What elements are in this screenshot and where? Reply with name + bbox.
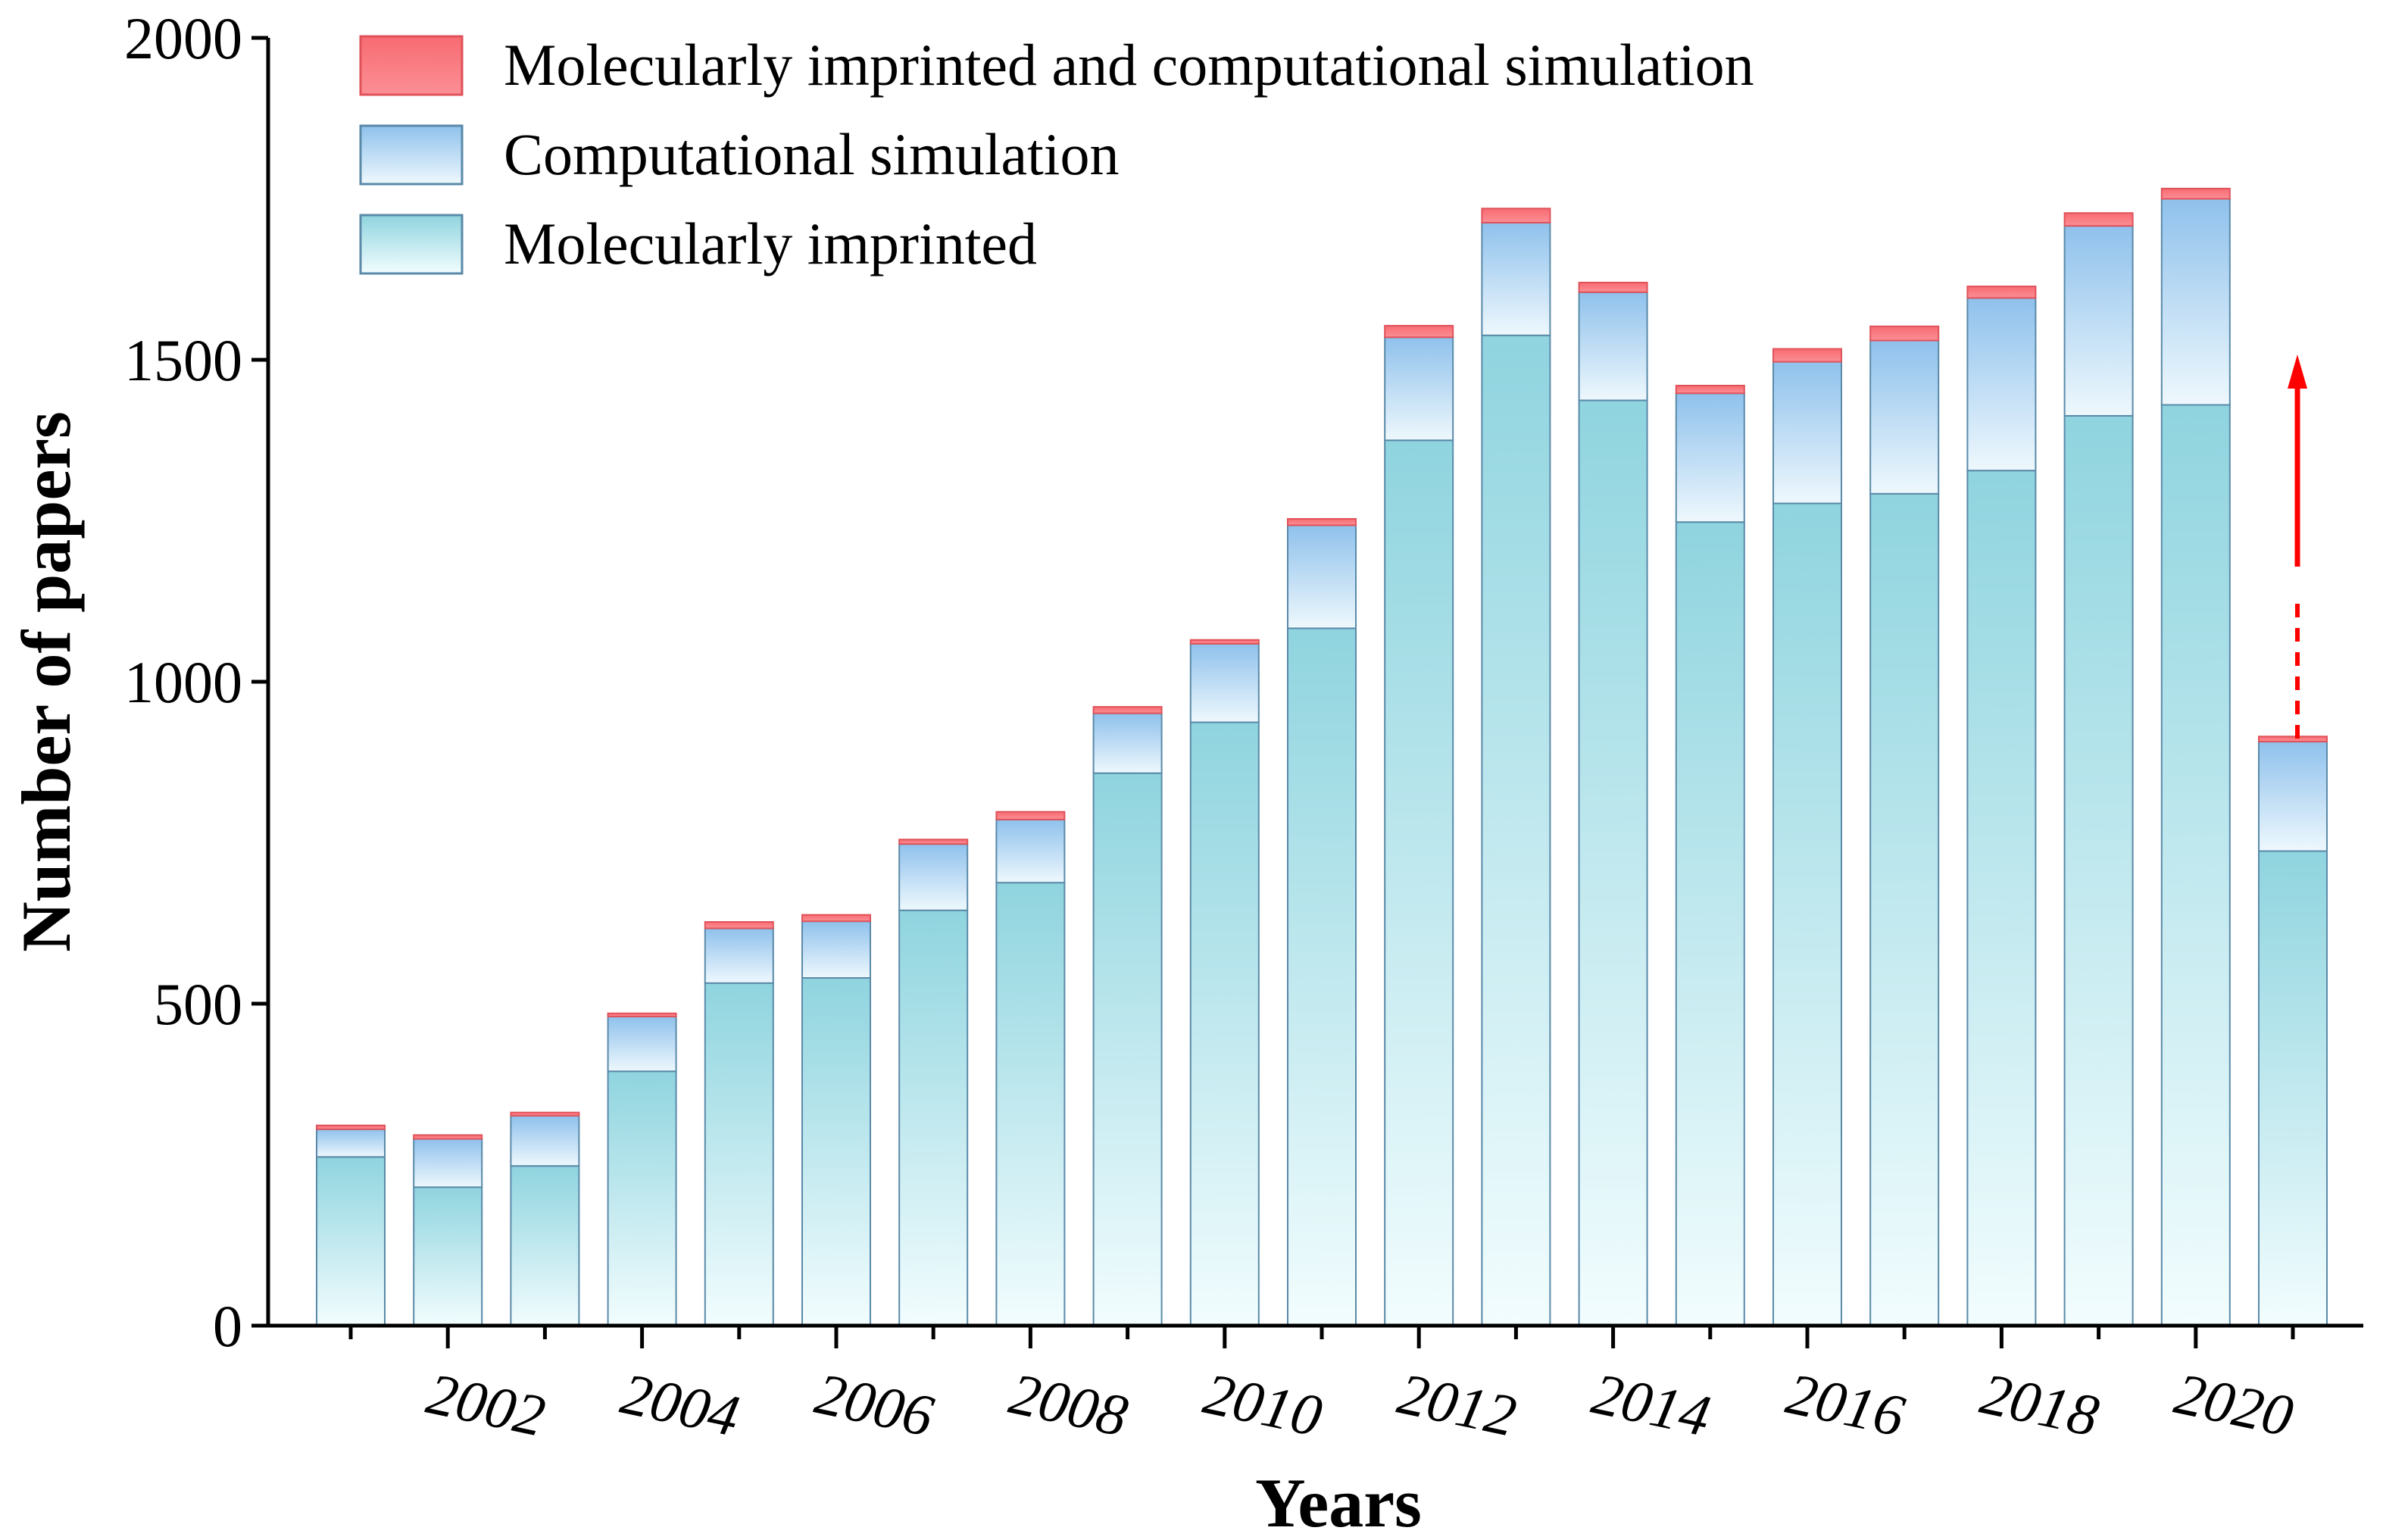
- bar-2012-computational-simulation: [1384, 336, 1454, 442]
- bar-2002-computational-simulation: [413, 1138, 483, 1189]
- bar-2002-molecularly-imprinted-and-computational-simulation: [413, 1134, 483, 1140]
- bar-2015-molecularly-imprinted: [1675, 521, 1745, 1327]
- legend-swatch: [359, 124, 464, 186]
- bar-2017-molecularly-imprinted: [1869, 492, 1940, 1326]
- x-tick-label: 2016: [1781, 1360, 1910, 1449]
- x-tick-label: 2012: [1392, 1360, 1522, 1449]
- bar-2011-molecularly-imprinted-and-computational-simulation: [1287, 517, 1357, 526]
- x-tick-label: 2004: [616, 1360, 745, 1449]
- y-tick-label: 1500: [124, 327, 242, 393]
- bar-2016-computational-simulation: [1772, 361, 1842, 504]
- bar-2013-molecularly-imprinted-and-computational-simulation: [1481, 208, 1551, 223]
- bar-2016-molecularly-imprinted-and-computational-simulation: [1772, 348, 1842, 363]
- bar-2004-molecularly-imprinted-and-computational-simulation: [607, 1012, 677, 1017]
- bar-2017-molecularly-imprinted-and-computational-simulation: [1869, 325, 1940, 342]
- x-tick-label: 2010: [1198, 1360, 1328, 1449]
- legend-label: Molecularly imprinted: [504, 211, 1037, 276]
- x-ticks-group: 2002 2004 2006 2008 2010 2012 2014 2016 2018 2020: [348, 1326, 2299, 1449]
- bar-2002-molecularly-imprinted: [413, 1186, 483, 1326]
- bar-2008-molecularly-imprinted: [995, 882, 1066, 1326]
- bar-2014-molecularly-imprinted-and-computational-simulation: [1578, 282, 1648, 293]
- bar-2003-molecularly-imprinted-and-computational-simulation: [510, 1111, 580, 1117]
- bar-2019-molecularly-imprinted-and-computational-simulation: [2063, 212, 2134, 227]
- bar-2005-molecularly-imprinted: [704, 982, 774, 1327]
- bar-2006-molecularly-imprinted: [801, 977, 871, 1326]
- bar-2001-computational-simulation: [316, 1128, 386, 1158]
- bar-2017-computational-simulation: [1869, 339, 1940, 495]
- bar-2009-computational-simulation: [1092, 712, 1163, 774]
- legend-swatch: [359, 35, 464, 96]
- bar-2003-molecularly-imprinted: [510, 1165, 580, 1326]
- bar-2004-molecularly-imprinted: [607, 1070, 677, 1326]
- bar-2015-computational-simulation: [1675, 392, 1745, 523]
- bar-2012-molecularly-imprinted-and-computational-simulation: [1384, 324, 1454, 339]
- bar-2013-computational-simulation: [1481, 221, 1551, 336]
- bar-2018-molecularly-imprinted: [1966, 470, 2037, 1327]
- bar-2005-computational-simulation: [704, 927, 774, 984]
- bar-2020-computational-simulation: [2160, 198, 2231, 406]
- x-tick-label: 2002: [421, 1360, 551, 1449]
- bar-2021-molecularly-imprinted-and-computational-simulation: [2258, 736, 2328, 743]
- bar-2015-molecularly-imprinted-and-computational-simulation: [1675, 385, 1745, 395]
- legend-swatch: [359, 214, 464, 275]
- y-ticks-group: 0 500 1000 1500 2000: [124, 5, 268, 1359]
- bar-2014-molecularly-imprinted: [1578, 399, 1648, 1326]
- bar-2008-computational-simulation: [995, 818, 1066, 884]
- x-tick-label: 2006: [810, 1360, 939, 1449]
- bar-2011-molecularly-imprinted: [1287, 627, 1357, 1326]
- legend-label: Computational simulation: [504, 121, 1119, 187]
- bar-2007-molecularly-imprinted-and-computational-simulation: [898, 839, 969, 845]
- bar-2006-computational-simulation: [801, 920, 871, 979]
- bar-2006-molecularly-imprinted-and-computational-simulation: [801, 914, 871, 923]
- bar-2020-molecularly-imprinted: [2160, 404, 2231, 1326]
- bar-2018-computational-simulation: [1966, 297, 2037, 472]
- bar-2004-computational-simulation: [607, 1016, 677, 1073]
- bar-2005-molecularly-imprinted-and-computational-simulation: [704, 921, 774, 929]
- bar-2007-computational-simulation: [898, 843, 969, 911]
- x-axis-title: Years: [1255, 1464, 1422, 1540]
- bar-2011-computational-simulation: [1287, 524, 1357, 629]
- bars-group: [316, 187, 2328, 1327]
- x-tick-label: 2020: [2169, 1360, 2299, 1449]
- bar-2021-molecularly-imprinted: [2258, 850, 2328, 1327]
- bar-2014-computational-simulation: [1578, 291, 1648, 401]
- x-tick-label: 2008: [1004, 1360, 1134, 1449]
- legend-label: Molecularly imprinted and computational …: [504, 32, 1754, 98]
- x-tick-label: 2014: [1587, 1360, 1716, 1449]
- bar-2021-computational-simulation: [2258, 741, 2328, 852]
- trend-arrow-head: [2288, 355, 2307, 389]
- bar-2020-molecularly-imprinted-and-computational-simulation: [2160, 187, 2231, 200]
- y-axis-title: Number of papers: [8, 411, 85, 952]
- x-tick-label: 2018: [1975, 1360, 2105, 1449]
- trend-arrow: [2288, 355, 2307, 739]
- bar-2016-molecularly-imprinted: [1772, 502, 1842, 1326]
- bar-2010-molecularly-imprinted: [1189, 721, 1260, 1326]
- bar-2019-computational-simulation: [2063, 225, 2134, 417]
- bar-2012-molecularly-imprinted: [1384, 439, 1454, 1326]
- bar-2007-molecularly-imprinted: [898, 909, 969, 1326]
- bar-2018-molecularly-imprinted-and-computational-simulation: [1966, 286, 2037, 299]
- legend: Molecularly imprinted and computational …: [359, 32, 1754, 276]
- y-tick-label: 0: [213, 1293, 242, 1359]
- bar-2013-molecularly-imprinted: [1481, 334, 1551, 1327]
- bar-2010-molecularly-imprinted-and-computational-simulation: [1189, 639, 1260, 645]
- bar-2003-computational-simulation: [510, 1114, 580, 1167]
- y-tick-label: 1000: [124, 649, 242, 715]
- bar-2010-computational-simulation: [1189, 642, 1260, 723]
- y-tick-label: 500: [154, 971, 242, 1037]
- bar-2019-molecularly-imprinted: [2063, 414, 2134, 1327]
- y-tick-label: 2000: [124, 5, 242, 71]
- bar-2009-molecularly-imprinted: [1092, 772, 1163, 1326]
- bar-2001-molecularly-imprinted-and-computational-simulation: [316, 1124, 386, 1130]
- bar-2001-molecularly-imprinted: [316, 1156, 386, 1327]
- bar-2009-molecularly-imprinted-and-computational-simulation: [1092, 706, 1163, 714]
- bar-2008-molecularly-imprinted-and-computational-simulation: [995, 811, 1066, 820]
